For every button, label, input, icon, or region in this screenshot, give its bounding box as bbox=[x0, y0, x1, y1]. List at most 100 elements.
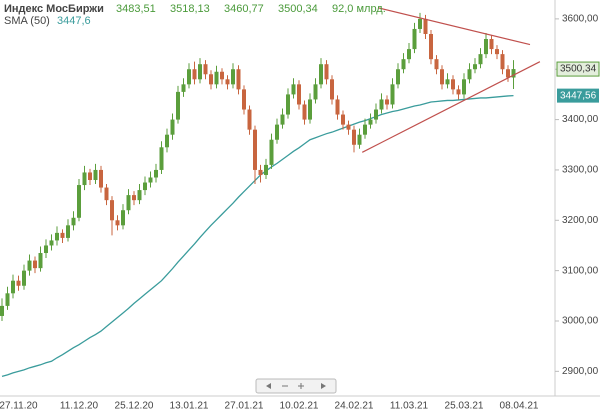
sma-value-label: 3447,6 bbox=[57, 15, 91, 27]
candle-body bbox=[49, 240, 54, 246]
candle-body bbox=[104, 187, 109, 201]
trendline bbox=[361, 61, 541, 153]
candle-body bbox=[22, 270, 26, 286]
trendline bbox=[378, 7, 531, 46]
candle-body bbox=[71, 217, 76, 226]
candle-body bbox=[181, 84, 186, 92]
candle-body bbox=[38, 253, 43, 269]
nav-left[interactable] bbox=[266, 383, 271, 389]
candle-body bbox=[198, 64, 202, 80]
y-tick-label: 3400,00 bbox=[562, 114, 599, 125]
candle-body bbox=[77, 185, 81, 218]
close-label: 3500,34 bbox=[278, 3, 318, 15]
candle-body bbox=[396, 69, 400, 85]
candle-body bbox=[231, 69, 235, 85]
candle-body bbox=[192, 69, 197, 80]
x-tick-label: 25.03.21 bbox=[445, 401, 484, 412]
candle-body bbox=[341, 114, 345, 125]
x-tick-label: 11.12.20 bbox=[60, 401, 99, 412]
last-price-badge bbox=[556, 61, 600, 77]
y-tick-label: 2900,00 bbox=[562, 366, 599, 377]
candle-body bbox=[126, 195, 131, 211]
candle-body bbox=[93, 169, 98, 181]
candle-body bbox=[264, 164, 268, 175]
candle-body bbox=[330, 79, 334, 100]
candle-body bbox=[214, 71, 219, 85]
candle-body bbox=[44, 245, 48, 254]
candle-body bbox=[82, 172, 87, 186]
x-tick-label: 08.04.21 bbox=[500, 401, 539, 412]
y-tick-label: 3100,00 bbox=[562, 265, 599, 276]
y-tick-label: 3200,00 bbox=[562, 215, 599, 226]
candle-body bbox=[121, 210, 125, 226]
candle-body bbox=[165, 134, 169, 148]
candle-body bbox=[66, 225, 70, 238]
candle-body bbox=[275, 124, 279, 140]
y-tick-label: 3600,00 bbox=[562, 14, 599, 25]
candle-body bbox=[132, 195, 136, 201]
y-tick-label: 3300,00 bbox=[562, 165, 599, 176]
x-tick-label: 27.01.21 bbox=[225, 401, 264, 412]
candle-body bbox=[269, 139, 274, 165]
candle-body bbox=[478, 54, 483, 65]
candle-body bbox=[143, 182, 147, 191]
candle-body bbox=[440, 69, 444, 85]
candle-body bbox=[154, 169, 158, 178]
candle-body bbox=[451, 79, 455, 90]
candle-body bbox=[302, 104, 307, 120]
low-label: 3460,77 bbox=[224, 3, 264, 15]
candle-body bbox=[484, 39, 488, 55]
candle-body bbox=[374, 109, 378, 120]
candle-body bbox=[506, 69, 510, 78]
candle-body bbox=[357, 134, 362, 145]
x-tick-label: 24.02.21 bbox=[335, 401, 374, 412]
x-tick-label: 13.01.21 bbox=[170, 401, 209, 412]
candle-body bbox=[209, 74, 213, 85]
candle-body bbox=[429, 33, 433, 60]
candle-body bbox=[467, 69, 472, 80]
candle-body bbox=[286, 94, 290, 115]
candle-body bbox=[324, 64, 329, 80]
nav-right[interactable] bbox=[321, 383, 326, 389]
candle-body bbox=[363, 124, 367, 135]
candle-body bbox=[297, 84, 301, 105]
candle-body bbox=[407, 49, 411, 60]
x-tick-label: 27.11.20 bbox=[0, 401, 38, 412]
candle-body bbox=[473, 64, 477, 70]
candle-body bbox=[390, 84, 395, 105]
sma-line bbox=[1, 94, 514, 378]
candle-body bbox=[11, 280, 15, 294]
candle-body bbox=[0, 305, 4, 316]
candle-body bbox=[368, 119, 373, 125]
y-tick-label: 3000,00 bbox=[562, 316, 599, 327]
candle-body bbox=[236, 69, 241, 90]
candle-body bbox=[346, 124, 351, 130]
candle-body bbox=[99, 169, 103, 188]
candle-body bbox=[170, 119, 175, 135]
candle-body bbox=[187, 69, 191, 85]
candle-body bbox=[115, 220, 120, 226]
volume-label: 92,0 млрд. bbox=[332, 3, 386, 15]
candle-body bbox=[5, 293, 10, 306]
candle-body bbox=[335, 99, 340, 115]
candle-body bbox=[220, 71, 224, 80]
candle-body bbox=[203, 64, 208, 75]
candle-body bbox=[462, 79, 466, 95]
candle-body bbox=[291, 84, 296, 95]
candle-body bbox=[225, 79, 230, 85]
candle-body bbox=[500, 54, 505, 70]
candle-body bbox=[319, 64, 323, 85]
x-tick-label: 10.02.21 bbox=[280, 401, 319, 412]
open-label: 3483,51 bbox=[116, 3, 156, 15]
candle-body bbox=[159, 147, 164, 170]
candle-body bbox=[445, 79, 450, 85]
sma-label: SMA (50) bbox=[4, 15, 50, 27]
candle-body bbox=[137, 190, 142, 201]
nav-zoom-in[interactable] bbox=[298, 383, 304, 389]
candle-body bbox=[148, 177, 153, 183]
candle-body bbox=[110, 200, 114, 221]
candle-body bbox=[385, 99, 389, 105]
candle-body bbox=[258, 169, 263, 175]
